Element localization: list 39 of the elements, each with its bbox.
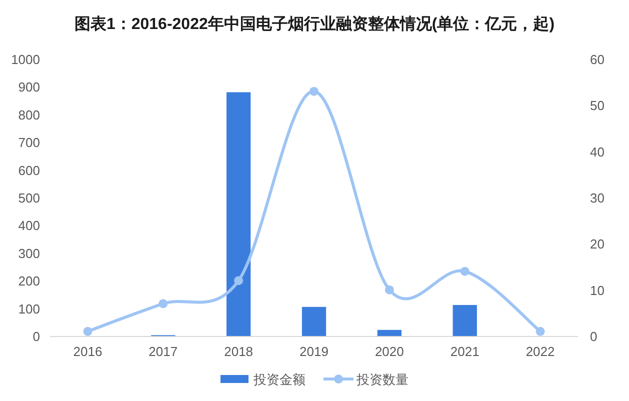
y2-tick-label: 20 [590, 236, 604, 252]
x-tick-label: 2018 [224, 344, 254, 359]
y-tick-label: 900 [18, 80, 40, 95]
y2-tick-label: 10 [590, 282, 604, 298]
y-tick-label: 500 [18, 190, 40, 206]
bar [302, 306, 326, 336]
y2-tick-label: 60 [590, 52, 604, 67]
y2-tick-label: 50 [590, 98, 604, 114]
x-tick-label: 2022 [526, 344, 555, 359]
bar [452, 304, 477, 336]
x-tick-label: 2017 [148, 344, 178, 359]
legend-label: 投资金额 [252, 372, 306, 387]
point [83, 326, 92, 336]
y-tick-label: 800 [18, 107, 40, 122]
y-tick-label: 100 [18, 301, 40, 316]
y-tick-label: 700 [18, 135, 40, 150]
point [234, 276, 244, 286]
y-tick-label: 200 [18, 274, 40, 289]
x-tick-label: 2021 [450, 344, 480, 359]
y2-tick-label: 0 [590, 329, 598, 344]
y2-tick-label: 40 [590, 144, 604, 160]
point [310, 86, 318, 96]
point [158, 299, 168, 308]
x-tick-label: 2020 [374, 344, 404, 359]
title: 图表1：2016-2022年中国电子烟行业融资整体情况(单位：亿元，起) [74, 16, 555, 33]
legend-label: 投资数量 [356, 372, 408, 387]
bar [226, 92, 251, 336]
x-tick-label: 2016 [73, 344, 102, 359]
point [460, 266, 470, 276]
y-tick-label: 400 [18, 218, 40, 234]
bar [377, 330, 402, 336]
point [384, 285, 394, 294]
y-tick-label: 0 [32, 329, 40, 344]
x-tick-label: 2019 [300, 344, 328, 359]
y-tick-label: 600 [18, 162, 40, 178]
y-tick-label: 300 [18, 246, 40, 261]
y2-tick-label: 30 [590, 190, 604, 206]
y-tick-label: 1000 [11, 52, 40, 67]
point [536, 326, 545, 336]
